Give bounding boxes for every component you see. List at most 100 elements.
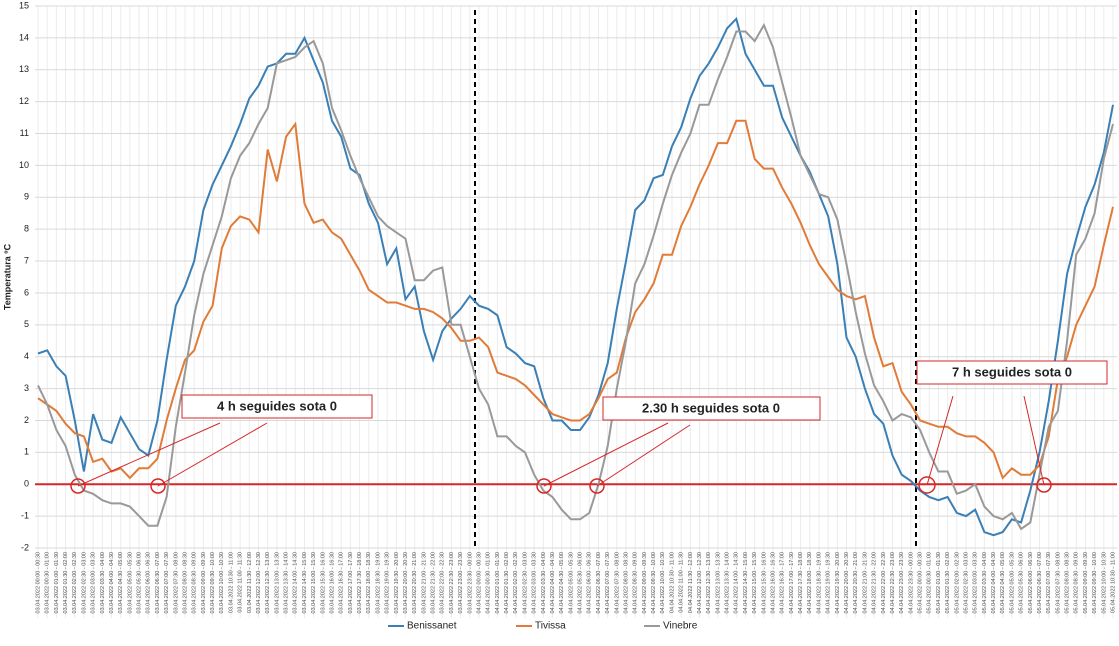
x-tick-label: 04.04.2022 21:30 - 22:00 <box>872 552 878 613</box>
x-tick-label: 04.04.2022 09:00 - 09:30 <box>642 552 648 613</box>
x-tick-label: 05.04.2022 08:00 - 08:30 <box>1065 552 1071 613</box>
y-tick-label: -2 <box>21 542 29 552</box>
x-tick-label: 03.04.2022 08:00 - 08:30 <box>182 552 188 613</box>
x-tick-label: 04.04.2022 10:30 - 11:00 <box>669 552 675 613</box>
x-tick-label: 03.04.2022 12:30 - 13:00 <box>265 552 271 613</box>
x-tick-label: 04.04.2022 09:30 - 10:00 <box>651 552 657 613</box>
x-tick-label: 04.04.2022 02:00 - 02:30 <box>513 552 519 613</box>
x-tick-label: 04.04.2022 12:30 - 13:00 <box>706 552 712 613</box>
annotation-box <box>916 360 1108 385</box>
x-tick-label: 04.04.2022 17:30 - 18:00 <box>798 552 804 613</box>
y-tick-label: 1 <box>24 447 29 457</box>
x-tick-label: 04.04.2022 19:30 - 20:00 <box>835 552 841 613</box>
x-tick-label: 05.04.2022 01:30 - 02:00 <box>945 552 951 613</box>
x-tick-label: 04.04.2022 15:30 - 16:00 <box>761 552 767 613</box>
y-tick-label: -1 <box>21 510 29 520</box>
annotation-text: 2.30 h seguides sota 0 <box>642 400 780 415</box>
x-tick-label: 04.04.2022 19:00 - 19:30 <box>826 552 832 613</box>
x-tick-label: 05.04.2022 05:00 - 05:30 <box>1009 552 1015 613</box>
marker-circle <box>70 478 86 494</box>
annotation-box <box>602 396 821 421</box>
x-tick-label: 04.04.2022 16:30 - 17:00 <box>780 552 786 613</box>
x-tick-label: 05.04.2022 05:30 - 06:00 <box>1019 552 1025 613</box>
x-tick-label: 03.04.2022 20:00 - 20:30 <box>403 552 409 613</box>
background <box>35 5 1117 618</box>
x-tick-label: 04.04.2022 07:30 - 08:00 <box>614 552 620 613</box>
x-tick-label: 03.04.2022 00:30 - 01:00 <box>45 552 51 613</box>
marker-circle <box>150 478 166 494</box>
x-tick-label: 05.04.2022 09:00 - 09:30 <box>1083 552 1089 613</box>
y-tick-label: 7 <box>24 255 29 265</box>
x-tick-label: 03.04.2022 03:00 - 03:30 <box>91 552 97 613</box>
arrow <box>543 422 669 487</box>
x-tick-label: 04.04.2022 01:30 - 02:00 <box>504 552 510 613</box>
x-tick-label: 04.04.2022 10:00 - 10:30 <box>660 552 666 613</box>
x-tick-label: 03.04.2022 04:00 - 04:30 <box>109 552 115 613</box>
x-tick-label: 04.04.2022 14:30 - 15:00 <box>743 552 749 613</box>
x-tick-label: 04.04.2022 23:00 - 23:30 <box>899 552 905 613</box>
x-tick-label: 04.04.2022 06:00 - 06:30 <box>587 552 593 613</box>
x-tick-label: 03.04.2022 14:00 - 14:30 <box>293 552 299 613</box>
x-tick-label: 04.04.2022 18:30 - 19:00 <box>816 552 822 613</box>
annotation-text: 4 h seguides sota 0 <box>217 398 337 413</box>
x-tick-label: 03.04.2022 01:30 - 02:00 <box>63 552 69 613</box>
y-axis-title: Temperatura ºC <box>2 243 12 310</box>
x-tick-label: 04.04.2022 15:00 - 15:30 <box>752 552 758 613</box>
x-tick-label: 05.04.2022 10:30 - 11:00 <box>1110 552 1116 613</box>
x-tick-label: 03.04.2022 06:00 - 06:30 <box>146 552 152 613</box>
x-tick-label: 05.04.2022 06:00 - 06:30 <box>1028 552 1034 613</box>
series-line <box>37 22 1114 531</box>
x-tick-label: 04.04.2022 13:00 - 13:30 <box>715 552 721 613</box>
x-tick-label: 05.04.2022 00:00 - 00:30 <box>918 552 924 613</box>
x-tick-label: 04.04.2022 23:30 - 00:00 <box>908 552 914 613</box>
y-tick-label: 2 <box>24 415 29 425</box>
x-tick-label: 04.04.2022 00:30 - 01:00 <box>486 552 492 613</box>
y-tick-label: 12 <box>19 96 29 106</box>
x-tick-label: 04.04.2022 08:00 - 08:30 <box>623 552 629 613</box>
x-tick-label: 03.04.2022 03:30 - 04:00 <box>100 552 106 613</box>
x-tick-label: 05.04.2022 02:00 - 02:30 <box>954 552 960 613</box>
x-tick-label: 03.04.2022 15:30 - 16:00 <box>320 552 326 613</box>
x-tick-label: 04.04.2022 04:00 - 04:30 <box>550 552 556 613</box>
x-tick-label: 05.04.2022 01:00 - 01:30 <box>936 552 942 613</box>
y-tick-label: 10 <box>19 160 29 170</box>
legend-label: Tivissa <box>535 621 566 632</box>
x-tick-label: 03.04.2022 04:30 - 05:00 <box>118 552 124 613</box>
x-tick-label: 04.04.2022 11:00 - 11:30 <box>679 552 685 613</box>
x-tick-label: 04.04.2022 00:00 - 00:30 <box>476 552 482 613</box>
x-tick-label: 04.04.2022 12:00 - 12:30 <box>697 552 703 613</box>
x-tick-label: 03.04.2022 17:30 - 18:00 <box>357 552 363 613</box>
x-tick-label: 04.04.2022 21:00 - 21:30 <box>862 552 868 613</box>
x-tick-label: 03.04.2022 08:30 - 09:00 <box>192 552 198 613</box>
y-tick-label: 5 <box>24 319 29 329</box>
x-tick-label: 03.04.2022 02:00 - 02:30 <box>72 552 78 613</box>
x-tick-label: 04.04.2022 11:30 - 12:00 <box>688 552 694 613</box>
x-tick-label: 03.04.2022 19:30 - 20:00 <box>394 552 400 613</box>
y-tick-label: 3 <box>24 383 29 393</box>
x-tick-label: 05.04.2022 02:30 - 03:00 <box>963 552 969 613</box>
x-tick-label: 03.04.2022 05:00 - 05:30 <box>127 552 133 613</box>
annotation-box <box>181 394 373 419</box>
x-tick-label: 03.04.2022 21:00 - 21:30 <box>421 552 427 613</box>
y-tick-label: 14 <box>19 32 29 42</box>
y-tick-label: 13 <box>19 64 29 74</box>
x-tick-label: 03.04.2022 05:30 - 06:00 <box>137 552 143 613</box>
x-tick-label: 05.04.2022 08:30 - 09:00 <box>1074 552 1080 613</box>
x-tick-label: 03.04.2022 11:00 - 11:30 <box>238 552 244 613</box>
legend-label: Benissanet <box>407 621 457 632</box>
x-tick-label: 04.04.2022 08:30 - 09:00 <box>633 552 639 613</box>
x-tick-label: 03.04.2022 16:30 - 17:00 <box>339 552 345 613</box>
x-tick-label: 04.04.2022 22:00 - 22:30 <box>881 552 887 613</box>
x-tick-label: 05.04.2022 03:30 - 04:00 <box>982 552 988 613</box>
x-tick-label: 05.04.2022 04:00 - 04:30 <box>991 552 997 613</box>
y-tick-label: 8 <box>24 224 29 234</box>
arrow <box>157 422 268 487</box>
x-tick-label: 05.04.2022 04:30 - 05:00 <box>1000 552 1006 613</box>
x-tick-label: 04.04.2022 06:30 - 07:00 <box>596 552 602 613</box>
x-tick-label: 03.04.2022 09:00 - 09:30 <box>201 552 207 613</box>
y-tick-label: 4 <box>24 351 29 361</box>
x-tick-label: 03.04.2022 06:30 - 07:00 <box>155 552 161 613</box>
x-tick-label: 04.04.2022 14:00 - 14:30 <box>734 552 740 613</box>
x-tick-label: 03.04.2022 14:30 - 15:00 <box>302 552 308 613</box>
y-tick-label: 9 <box>24 192 29 202</box>
